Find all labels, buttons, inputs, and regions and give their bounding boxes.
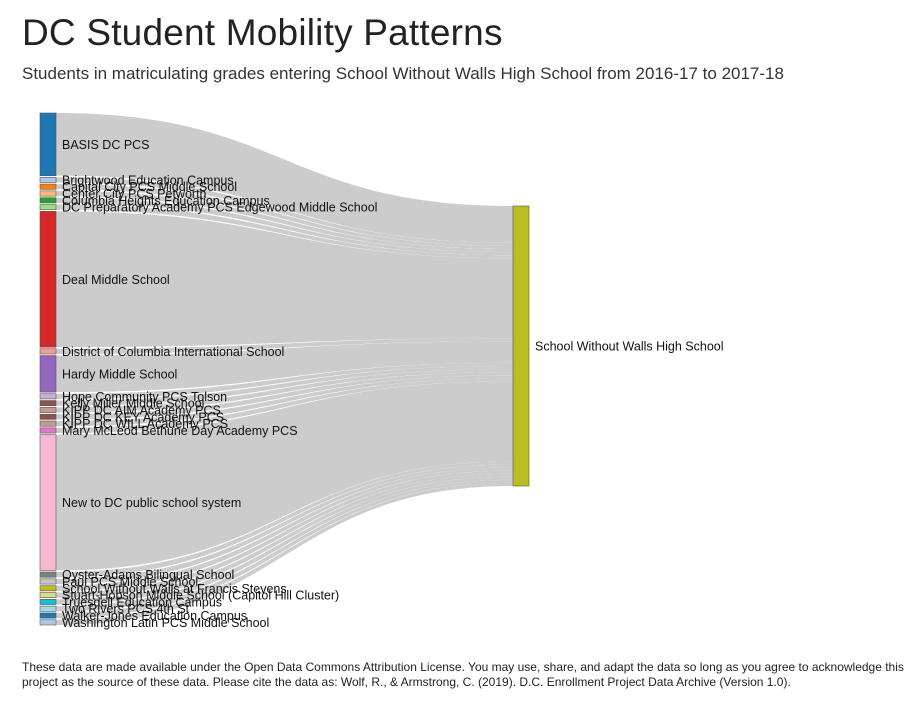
node-label-hope-community-pcs-tolson: Hope Community PCS Tolson (62, 390, 227, 404)
node-hope-community-pcs-tolson[interactable] (39, 393, 57, 400)
node-label-two-rivers-pcs-4th-st: Two Rivers PCS 4th St (62, 602, 190, 616)
node-two-rivers-pcs-4th-st[interactable] (39, 605, 57, 612)
node-school-without-walls-high-school[interactable] (512, 205, 530, 487)
node-dc-preparatory-academy-pcs-edgewood-middle-school[interactable] (39, 204, 57, 211)
node-label-kipp-dc-key-academy-pcs: KIPP DC KEY Academy PCS (62, 410, 224, 424)
link-kipp-dc-key-academy-pcs[interactable] (56, 372, 513, 420)
node-label-walker-jones-education-campus: Walker-Jones Education Campus (62, 609, 247, 623)
node-center-city-pcs-petworth[interactable] (39, 190, 57, 197)
node-label-kipp-dc-aim-academy-pcs: KIPP DC AIM Academy PCS (62, 403, 221, 417)
link-stuart-hobson-middle-school-capitol-hill-cluster[interactable] (56, 470, 513, 598)
node-label-stuart-hobson-middle-school-capitol-hill-cluster: Stuart-Hobson Middle School (Capitol Hil… (62, 589, 339, 603)
node-label-paul-pcs-middle-school: Paul PCS Middle School (62, 575, 198, 589)
link-oyster-adams-bilingual-school[interactable] (56, 461, 513, 578)
node-truesdell-education-campus[interactable] (39, 599, 57, 605)
node-basis-dc-pcs[interactable] (39, 112, 57, 176)
node-paul-pcs-middle-school[interactable] (39, 578, 57, 585)
sankey-links (56, 113, 513, 625)
node-kipp-dc-key-academy-pcs[interactable] (39, 413, 57, 420)
page-subtitle: Students in matriculating grades enterin… (22, 64, 784, 83)
link-new-to-dc-public-school-system[interactable] (56, 381, 513, 571)
link-basis-dc-pcs[interactable] (56, 113, 513, 243)
link-district-of-columbia-international-school[interactable] (56, 338, 513, 354)
link-hope-community-pcs-tolson[interactable] (56, 362, 513, 399)
node-kipp-dc-will-academy-pcs[interactable] (39, 420, 57, 427)
node-label-school-without-walls-at-francis-stevens: School Without Walls at Francis Stevens (62, 582, 287, 596)
link-hardy-middle-school[interactable] (56, 341, 513, 393)
link-school-without-walls-at-francis-stevens[interactable] (56, 467, 513, 591)
link-truesdell-education-campus[interactable] (56, 473, 513, 605)
link-two-rivers-pcs-4th-st[interactable] (56, 476, 513, 612)
node-label-district-of-columbia-international-school: District of Columbia International Schoo… (62, 345, 284, 359)
node-label-columbia-heights-education-campus: Columbia Heights Education Campus (62, 194, 270, 208)
link-deal-middle-school[interactable] (56, 211, 513, 348)
node-mary-mcleod-bethune-day-academy-pcs[interactable] (39, 427, 57, 434)
node-label-dc-preparatory-academy-pcs-edgewood-middle-school: DC Preparatory Academy PCS Edgewood Midd… (62, 201, 377, 215)
node-label-kelly-miller-middle-school: Kelly Miller Middle School (62, 397, 204, 411)
node-kelly-miller-middle-school[interactable] (39, 400, 57, 407)
node-label-washington-latin-pcs-middle-school: Washington Latin PCS Middle School (62, 616, 269, 630)
node-label-deal-middle-school: Deal Middle School (62, 273, 170, 287)
link-kelly-miller-middle-school[interactable] (56, 366, 513, 406)
link-kipp-dc-aim-academy-pcs[interactable] (56, 369, 513, 413)
node-label-brightwood-education-campus: Brightwood Education Campus (62, 173, 234, 187)
node-deal-middle-school[interactable] (39, 211, 57, 348)
node-school-without-walls-at-francis-stevens[interactable] (39, 585, 57, 592)
node-label-truesdell-education-campus: Truesdell Education Campus (62, 595, 222, 609)
node-label-basis-dc-pcs: BASIS DC PCS (62, 138, 150, 152)
node-label-capital-city-pcs-middle-school: Capital City PCS Middle School (62, 180, 237, 194)
node-hardy-middle-school[interactable] (39, 355, 57, 393)
data-license-note: These data are made available under the … (22, 660, 904, 689)
link-walker-jones-education-campus[interactable] (56, 479, 513, 619)
node-kipp-dc-aim-academy-pcs[interactable] (39, 407, 57, 413)
node-district-of-columbia-international-school[interactable] (39, 348, 57, 355)
node-oyster-adams-bilingual-school[interactable] (39, 571, 57, 578)
link-mary-mcleod-bethune-day-academy-pcs[interactable] (56, 378, 513, 434)
link-columbia-heights-education-campus[interactable] (56, 197, 513, 256)
node-new-to-dc-public-school-system[interactable] (39, 434, 57, 571)
node-columbia-heights-education-campus[interactable] (39, 197, 57, 204)
node-stuart-hobson-middle-school-capitol-hill-cluster[interactable] (39, 592, 57, 599)
link-brightwood-education-campus[interactable] (56, 177, 513, 246)
node-label-mary-mcleod-bethune-day-academy-pcs: Mary McLeod Bethune Day Academy PCS (62, 424, 298, 438)
node-capital-city-pcs-middle-school[interactable] (39, 183, 57, 190)
node-label-school-without-walls-high-school: School Without Walls High School (535, 340, 724, 354)
node-label-kipp-dc-will-academy-pcs: KIPP DC WILL Academy PCS (62, 417, 228, 431)
node-brightwood-education-campus[interactable] (39, 176, 57, 183)
link-paul-pcs-middle-school[interactable] (56, 464, 513, 585)
link-center-city-pcs-petworth[interactable] (56, 190, 513, 253)
node-label-center-city-pcs-petworth: Center City PCS Petworth (62, 187, 207, 201)
link-capital-city-pcs-middle-school[interactable] (56, 184, 513, 250)
link-washington-latin-pcs-middle-school[interactable] (56, 482, 513, 625)
link-kipp-dc-will-academy-pcs[interactable] (56, 375, 513, 427)
page-title: DC Student Mobility Patterns (22, 12, 503, 53)
link-dc-preparatory-academy-pcs-edgewood-middle-school[interactable] (56, 204, 513, 259)
node-washington-latin-pcs-middle-school[interactable] (39, 619, 57, 626)
node-label-new-to-dc-public-school-system: New to DC public school system (62, 496, 241, 510)
node-label-oyster-adams-bilingual-school: Oyster-Adams Bilingual School (62, 568, 234, 582)
sankey-nodes (39, 112, 530, 626)
node-walker-jones-education-campus[interactable] (39, 612, 57, 619)
node-label-hardy-middle-school: Hardy Middle School (62, 367, 177, 381)
